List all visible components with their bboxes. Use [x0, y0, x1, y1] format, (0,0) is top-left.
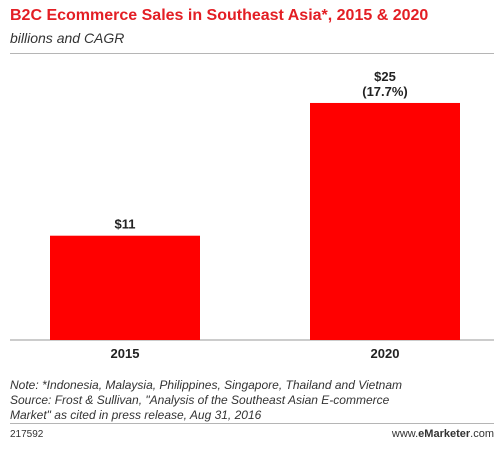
chart-subtitle: billions and CAGR — [10, 30, 125, 46]
data-label-2015: $11 — [115, 217, 136, 232]
top-divider — [10, 53, 494, 54]
x-tick-2015: 2015 — [111, 346, 140, 361]
data-label-2020: $25 — [374, 69, 396, 84]
chart-note: Note: *Indonesia, Malaysia, Philippines,… — [10, 378, 496, 423]
bar-2020 — [310, 102, 460, 341]
brand-name: eMarketer — [418, 428, 471, 440]
chart-title: B2C Ecommerce Sales in Southeast Asia*, … — [10, 7, 429, 24]
chart-id: 217592 — [10, 429, 44, 440]
bottom-divider — [10, 423, 494, 424]
source-line-1: Source: Frost & Sullivan, "Analysis of t… — [10, 393, 390, 407]
cagr-label: (17.7%) — [362, 84, 408, 99]
x-tick-2020: 2020 — [371, 346, 400, 361]
source-line-2: Market" as cited in press release, Aug 3… — [10, 408, 262, 422]
brand-suffix: .com — [470, 428, 494, 440]
emarketer-logo: www.eMarketer.com — [392, 428, 494, 440]
bar-2015 — [50, 235, 200, 340]
brand-prefix: www. — [391, 428, 419, 440]
note-line-1: Note: *Indonesia, Malaysia, Philippines,… — [10, 378, 403, 392]
